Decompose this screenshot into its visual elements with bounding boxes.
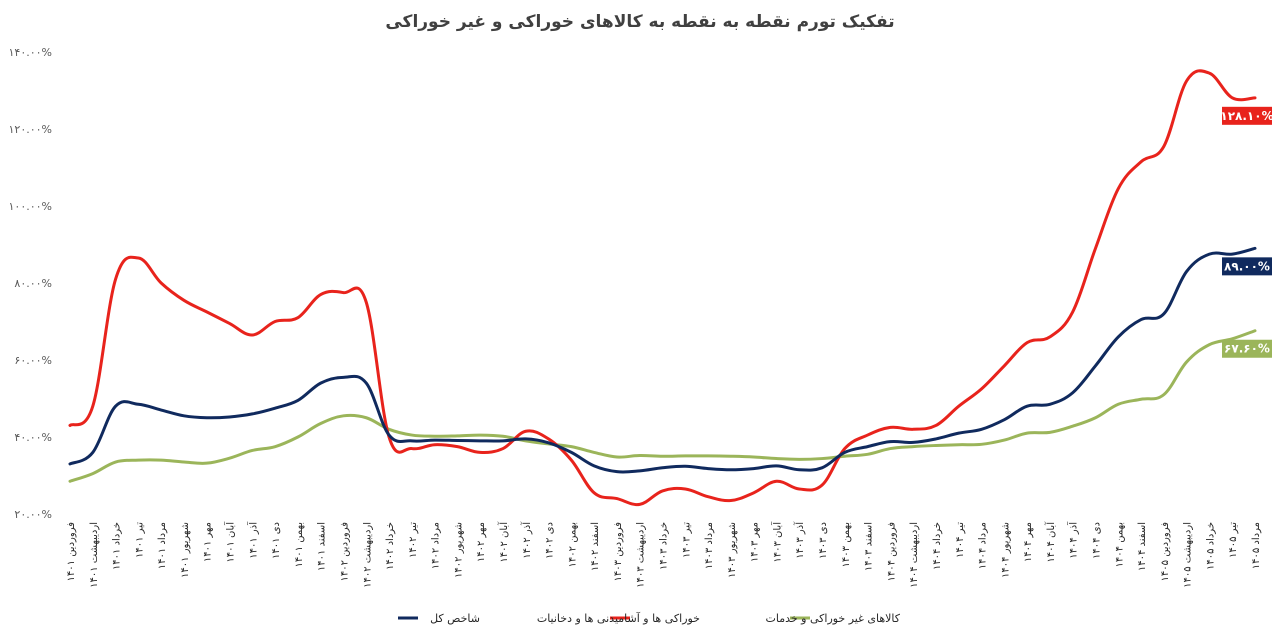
x-tick-label: دی ۱۴۰۴ bbox=[1091, 522, 1102, 559]
legend: شاخص کل خوراکی ها و آشامیدنی ها و دخانیات… bbox=[398, 611, 901, 625]
y-tick-label: ۱۰۰.۰۰% bbox=[9, 200, 53, 213]
x-tick-label: مرداد ۱۴۰۴ bbox=[978, 522, 989, 569]
x-tick-label: آبان ۱۴۰۳ bbox=[770, 521, 783, 563]
legend-label: خوراکی ها و آشامیدنی ها و دخانیات bbox=[537, 611, 700, 625]
x-tick-label: مرداد ۱۴۰۱ bbox=[157, 522, 168, 569]
x-tick-label: آبان ۱۴۰۱ bbox=[224, 521, 237, 563]
x-tick-label: فروردین ۱۴۰۱ bbox=[66, 522, 77, 582]
x-tick-label: مرداد ۱۴۰۳ bbox=[704, 522, 715, 569]
legend-item-total-index: شاخص کل bbox=[398, 612, 480, 625]
x-tick-label: اسفند ۱۴۰۳ bbox=[864, 522, 875, 571]
x-tick-label: مهر ۱۴۰۳ bbox=[750, 522, 761, 562]
end-label-box bbox=[1222, 106, 1272, 125]
x-tick-label: آذر ۱۴۰۱ bbox=[246, 521, 259, 559]
end-label-value: ۱۲۸.۱۰% bbox=[1220, 109, 1273, 123]
x-tick-label: شهریور ۱۴۰۲ bbox=[453, 522, 464, 578]
y-axis: ۱۴۰.۰۰% ۱۲۰.۰۰% ۱۰۰.۰۰% ۸۰.۰۰% ۶۰.۰۰% ۴۰.۰۰% ۲… bbox=[9, 46, 53, 521]
series-layer bbox=[68, 69, 1257, 507]
end-labels: ۸۹.۰۰% ۱۲۸.۱۰% ۶۷.۶۰% bbox=[1220, 106, 1274, 358]
x-tick-label: فروردین ۱۴۰۳ bbox=[613, 522, 624, 582]
x-tick-label: بهمن ۱۴۰۳ bbox=[841, 522, 852, 567]
x-tick-label: آذر ۱۴۰۳ bbox=[793, 521, 806, 559]
x-tick-label: تیر ۱۴۰۳ bbox=[681, 522, 692, 558]
x-tick-label: اسفند ۱۴۰۴ bbox=[1137, 522, 1148, 571]
x-tick-label: بهمن ۱۴۰۲ bbox=[567, 522, 578, 567]
x-tick-label: دی ۱۴۰۱ bbox=[271, 522, 282, 559]
y-tick-label: ۴۰.۰۰% bbox=[14, 431, 52, 444]
chart-title: تفکیک تورم نقطه به نقطه به کالاهای خوراک… bbox=[385, 12, 894, 32]
x-tick-label: خرداد ۱۴۰۴ bbox=[932, 522, 943, 570]
x-tick-label: اردیبهشت ۱۴۰۲ bbox=[362, 522, 373, 588]
x-tick-label: تیر ۱۴۰۵ bbox=[1228, 522, 1239, 558]
legend-label: کالاهای غیر خوراکی و خدمات bbox=[766, 612, 901, 625]
y-tick-label: ۲۰.۰۰% bbox=[14, 508, 52, 521]
x-tick-label: فروردین ۱۴۰۴ bbox=[886, 522, 897, 582]
x-tick-label: خرداد ۱۴۰۵ bbox=[1205, 522, 1216, 570]
end-label-non-food: ۶۷.۶۰% bbox=[1222, 339, 1272, 358]
x-tick-label: مهر ۱۴۰۴ bbox=[1023, 522, 1034, 562]
x-tick-label: تیر ۱۴۰۱ bbox=[134, 522, 145, 558]
y-tick-label: ۸۰.۰۰% bbox=[14, 277, 52, 290]
x-tick-label: شهریور ۱۴۰۴ bbox=[1000, 522, 1011, 578]
x-tick-label: اردیبهشت ۱۴۰۴ bbox=[909, 522, 920, 588]
x-tick-label: آذر ۱۴۰۲ bbox=[520, 521, 533, 559]
x-tick-label: فروردین ۱۴۰۲ bbox=[339, 522, 350, 582]
legend-label: شاخص کل bbox=[430, 612, 480, 625]
x-tick-label: شهریور ۱۴۰۳ bbox=[727, 522, 738, 578]
x-tick-label: مرداد ۱۴۰۲ bbox=[431, 522, 442, 569]
end-label-total-index: ۸۹.۰۰% bbox=[1222, 257, 1272, 276]
end-label-value: ۸۹.۰۰% bbox=[1224, 259, 1270, 273]
legend-item-non-food: کالاهای غیر خوراکی و خدمات bbox=[766, 612, 901, 625]
y-tick-label: ۱۴۰.۰۰% bbox=[9, 46, 53, 59]
y-tick-label: ۶۰.۰۰% bbox=[14, 354, 52, 367]
x-tick-label: تیر ۱۴۰۲ bbox=[408, 522, 419, 558]
x-axis: فروردین ۱۴۰۱ اردیبهشت ۱۴۰۱ خرداد ۱۴۰۱ تیر ۱… bbox=[66, 521, 1262, 588]
x-tick-label: دی ۱۴۰۲ bbox=[545, 522, 556, 559]
x-tick-label: مرداد ۱۴۰۵ bbox=[1251, 522, 1262, 569]
legend-item-food: خوراکی ها و آشامیدنی ها و دخانیات bbox=[537, 611, 700, 625]
x-tick-label: آبان ۱۴۰۴ bbox=[1044, 521, 1057, 563]
series-line-food bbox=[68, 69, 1257, 507]
x-tick-label: آذر ۱۴۰۴ bbox=[1067, 521, 1080, 559]
end-label-box bbox=[1222, 257, 1272, 276]
x-tick-label: اردیبهشت ۱۴۰۱ bbox=[89, 522, 100, 588]
y-tick-label: ۱۲۰.۰۰% bbox=[9, 123, 53, 136]
x-tick-label: آبان ۱۴۰۲ bbox=[497, 521, 510, 563]
x-tick-label: اسفند ۱۴۰۱ bbox=[317, 522, 328, 571]
x-tick-label: بهمن ۱۴۰۱ bbox=[294, 522, 305, 567]
x-tick-label: بهمن ۱۴۰۴ bbox=[1114, 522, 1125, 567]
x-tick-label: اسفند ۱۴۰۲ bbox=[590, 522, 601, 571]
x-tick-label: دی ۱۴۰۳ bbox=[818, 522, 829, 559]
x-tick-label: مهر ۱۴۰۲ bbox=[476, 522, 487, 562]
x-tick-label: خرداد ۱۴۰۳ bbox=[659, 522, 670, 570]
x-tick-label: خرداد ۱۴۰۲ bbox=[385, 522, 396, 570]
end-label-food: ۱۲۸.۱۰% bbox=[1220, 106, 1274, 125]
end-label-value: ۶۷.۶۰% bbox=[1224, 342, 1270, 356]
x-tick-label: مهر ۱۴۰۱ bbox=[203, 522, 214, 562]
x-tick-label: اردیبهشت ۱۴۰۳ bbox=[636, 522, 647, 588]
end-label-box bbox=[1222, 339, 1272, 358]
series-line-total-index bbox=[68, 246, 1257, 474]
x-tick-label: تیر ۱۴۰۴ bbox=[955, 522, 966, 558]
x-tick-label: فروردین ۱۴۰۵ bbox=[1160, 522, 1171, 582]
x-tick-label: شهریور ۱۴۰۱ bbox=[180, 522, 191, 578]
x-tick-label: اردیبهشت ۱۴۰۵ bbox=[1183, 522, 1194, 588]
x-tick-label: خرداد ۱۴۰۱ bbox=[112, 522, 123, 570]
series-line-non-food bbox=[68, 329, 1257, 483]
